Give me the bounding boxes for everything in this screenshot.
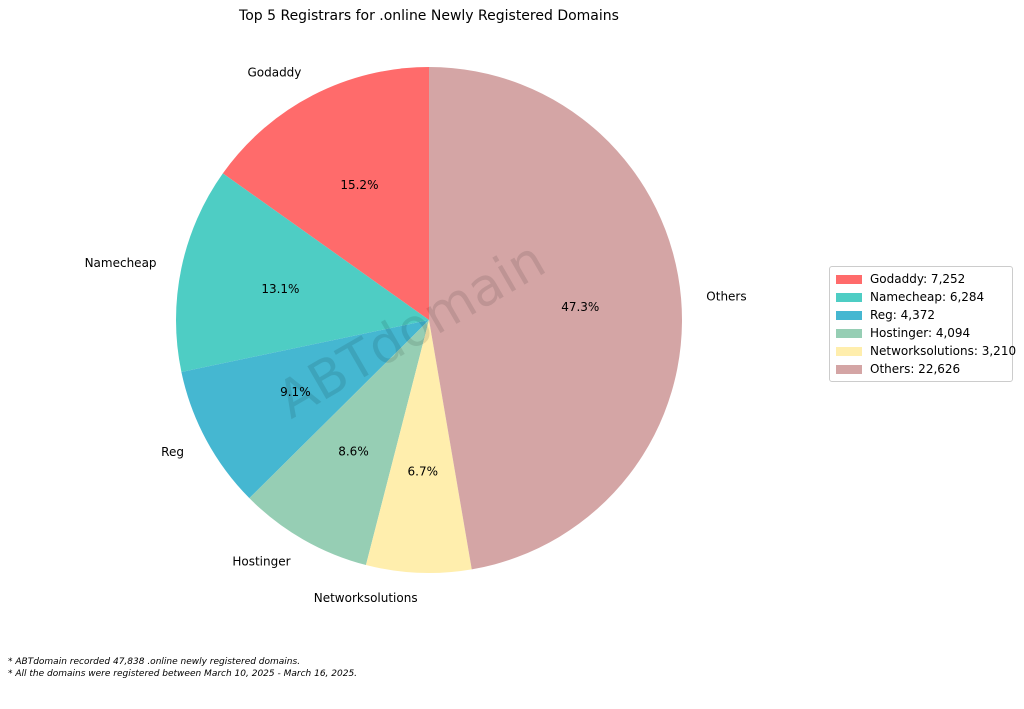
legend-item-hostinger: Hostinger: 4,094 [836,324,1006,342]
pie-category-label-reg: Reg [161,445,184,459]
pie-slice-networksolutions [365,320,472,573]
legend-label: Hostinger: 4,094 [870,326,971,340]
pie-percent-label-godaddy: 15.2% [340,178,378,192]
footnote-total: * ABTdomain recorded 47,838 .online newl… [8,657,301,667]
pie-percent-label-networksolutions: 6.7% [408,465,439,479]
pie-category-label-hostinger: Hostinger [232,554,290,568]
pie-category-label-godaddy: Godaddy [247,66,301,80]
pie-percent-label-hostinger: 8.6% [338,445,369,459]
pie-percent-label-namecheap: 13.1% [261,282,299,296]
legend-swatch [836,328,862,338]
legend-label: Namecheap: 6,284 [870,290,985,304]
legend-item-networksolutions: Networksolutions: 3,210 [836,342,1016,360]
legend-swatch [836,292,862,302]
legend-label: Reg: 4,372 [870,308,936,322]
chart-title: Top 5 Registrars for .online Newly Regis… [238,8,619,24]
legend-swatch [836,274,862,284]
pie-category-label-networksolutions: Networksolutions [314,591,418,605]
legend-label: Godaddy: 7,252 [870,272,966,286]
legend-swatch [836,364,862,374]
legend-label: Networksolutions: 3,210 [870,344,1017,358]
legend-swatch [836,310,862,320]
legend-label: Others: 22,626 [870,362,961,376]
chart-legend: Godaddy: 7,252 Namecheap: 6,284 Reg: 4,3… [829,266,1016,382]
pie-category-label-namecheap: Namecheap [85,256,157,270]
legend-item-others: Others: 22,626 [836,360,1006,378]
legend-item-namecheap: Namecheap: 6,284 [836,288,1006,306]
pie-category-label-others: Others [706,289,746,303]
legend-item-godaddy: Godaddy: 7,252 [836,270,1006,288]
pie-slice-hostinger [249,320,429,566]
pie-slice-others [429,67,683,570]
legend-item-reg: Reg: 4,372 [836,306,1006,324]
pie-slice-reg [181,320,429,499]
pie-percent-label-others: 47.3% [561,300,599,314]
pie-slice-godaddy [222,67,429,320]
pie-slice-namecheap [176,173,429,373]
footnote-date-range: * All the domains were registered betwee… [8,669,358,679]
legend-swatch [836,346,862,356]
pie-percent-label-reg: 9.1% [280,385,311,399]
